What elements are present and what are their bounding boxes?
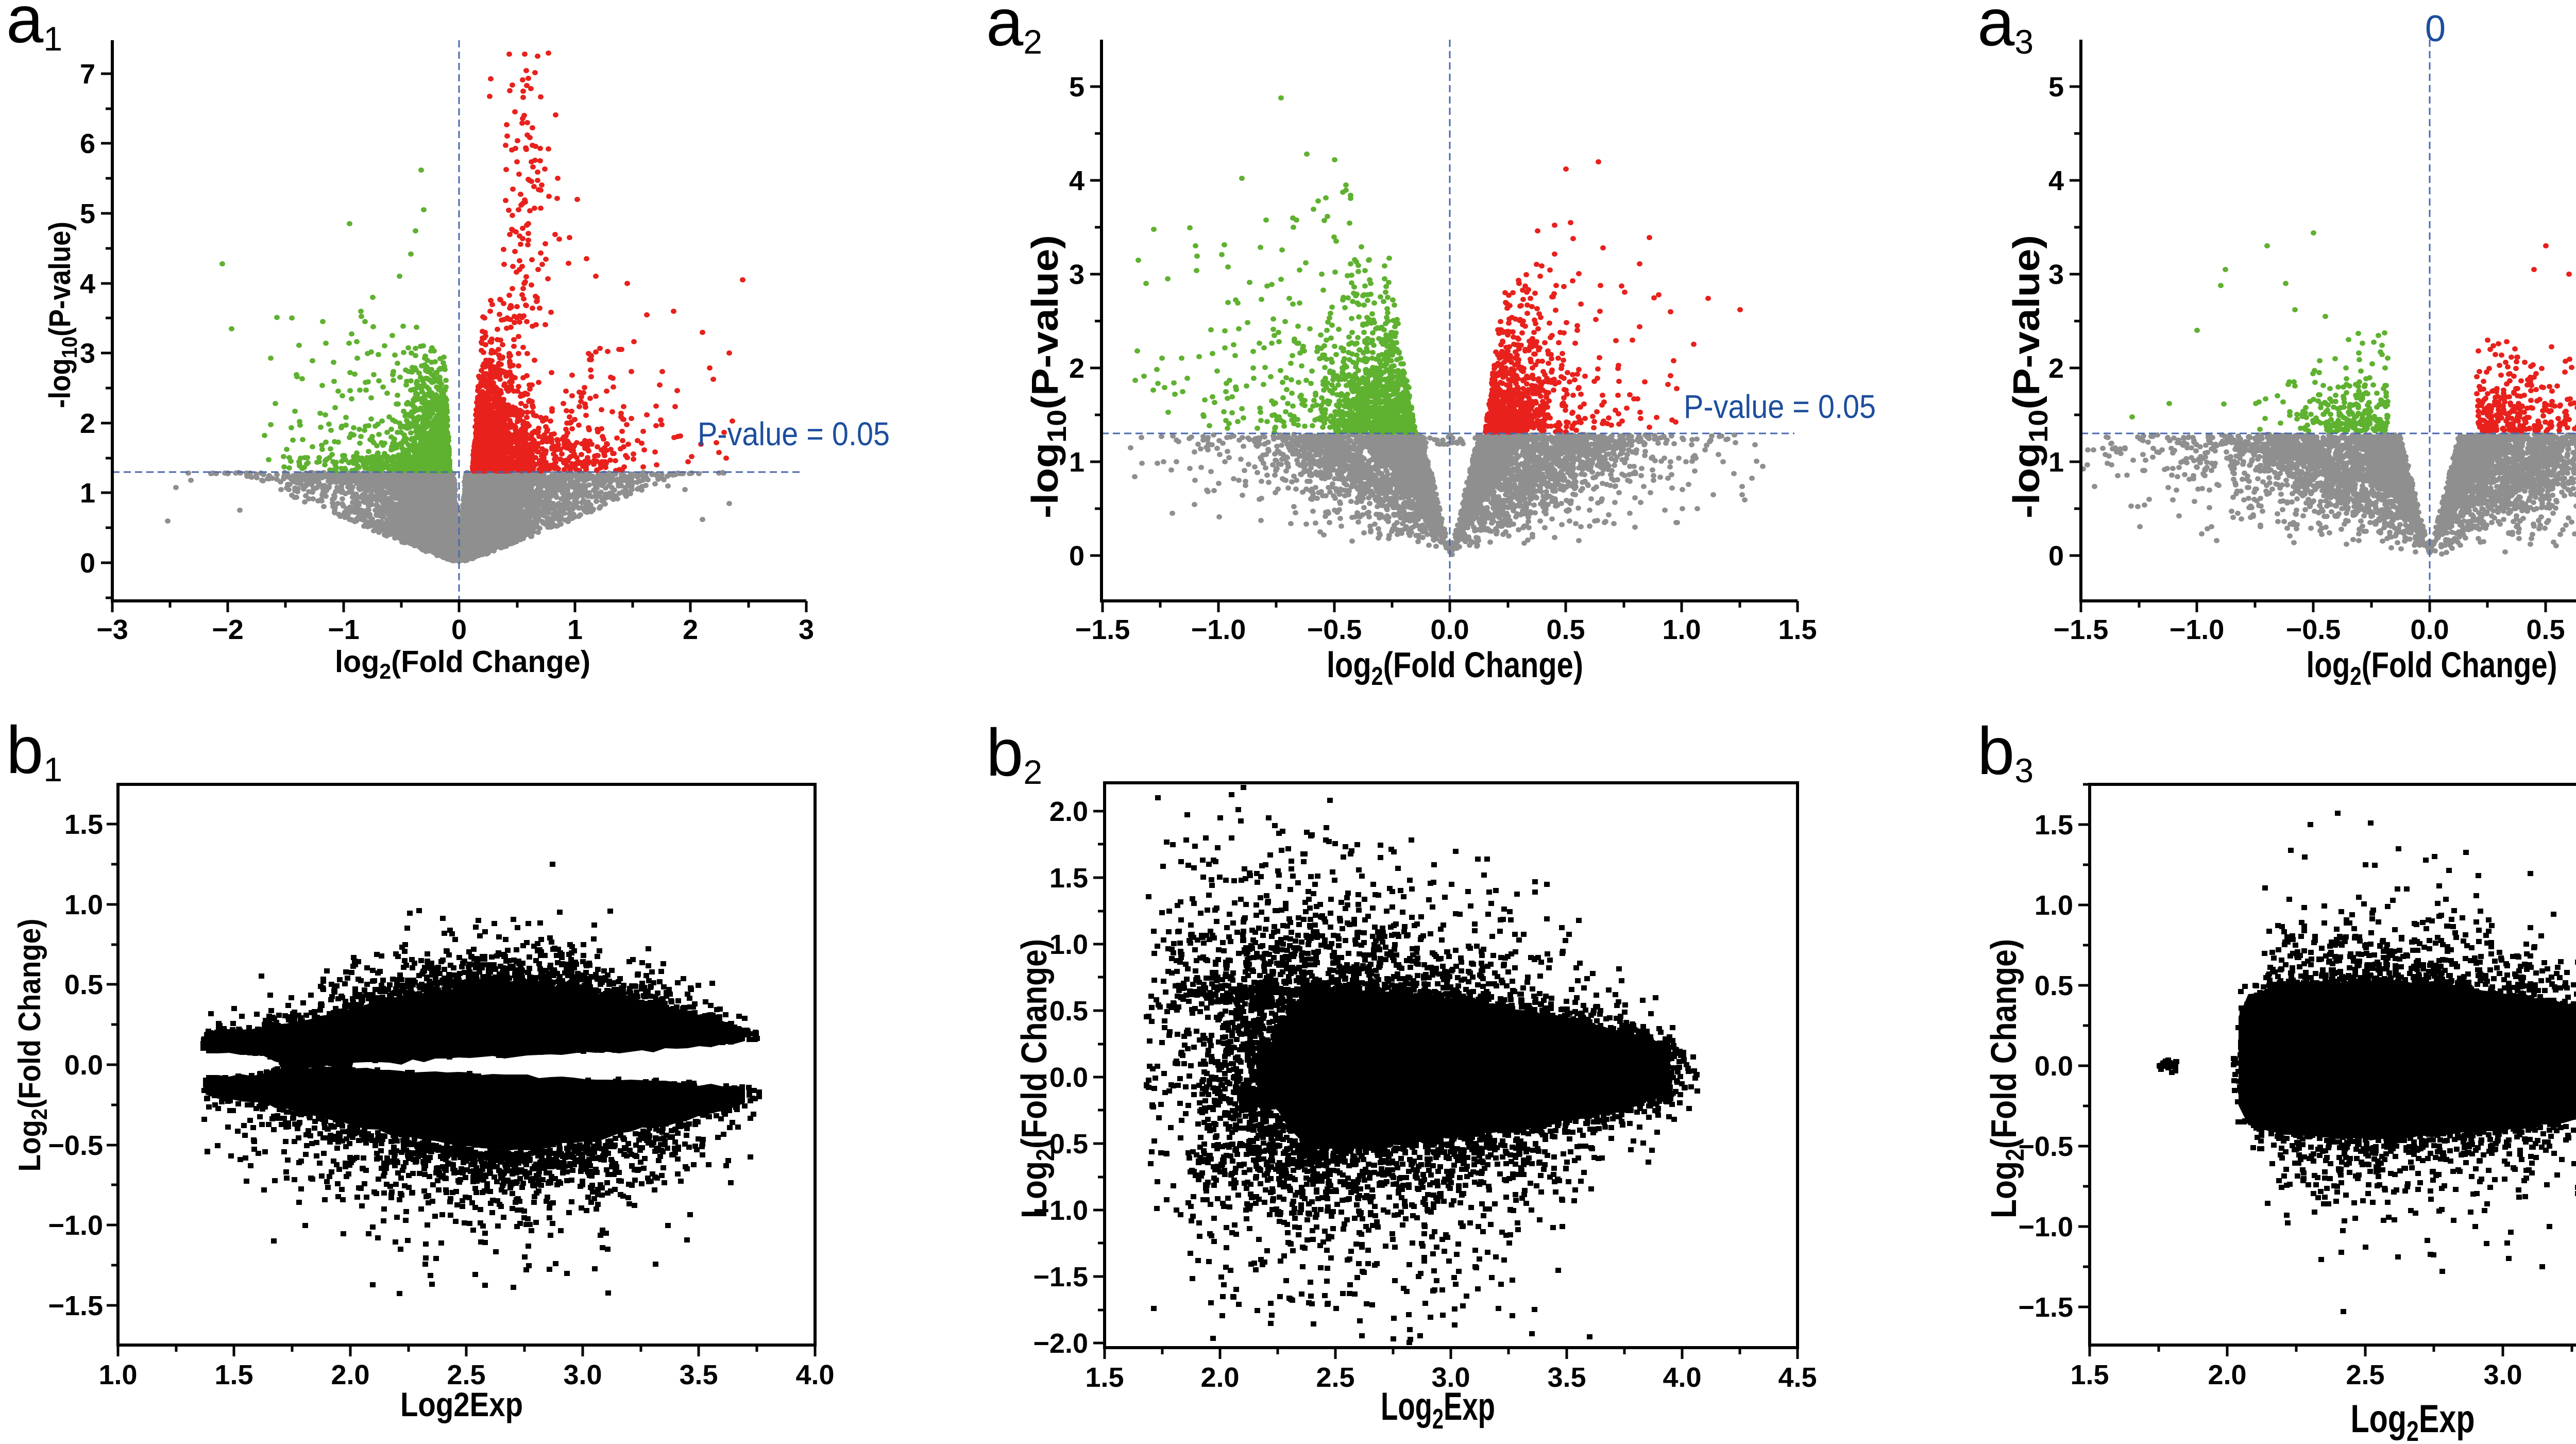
svg-text:4.0: 4.0 bbox=[1663, 1362, 1701, 1393]
svg-text:0: 0 bbox=[451, 614, 467, 645]
svg-text:3.0: 3.0 bbox=[1431, 1362, 1470, 1393]
svg-text:2.0: 2.0 bbox=[331, 1359, 369, 1390]
svg-text:−1.5: −1.5 bbox=[2018, 1292, 2073, 1323]
svg-text:0.0: 0.0 bbox=[2410, 614, 2449, 645]
svg-text:1.5: 1.5 bbox=[2035, 810, 2073, 841]
svg-text:3: 3 bbox=[80, 338, 95, 369]
svg-text:2.5: 2.5 bbox=[2346, 1359, 2384, 1390]
svg-text:1.0: 1.0 bbox=[1662, 614, 1701, 645]
svg-text:1.0: 1.0 bbox=[2035, 890, 2073, 921]
svg-text:0.5: 0.5 bbox=[1049, 996, 1088, 1027]
svg-text:−1.5: −1.5 bbox=[2054, 614, 2109, 645]
svg-text:0.5: 0.5 bbox=[64, 969, 103, 1000]
svg-text:3: 3 bbox=[2048, 259, 2064, 290]
svg-text:5: 5 bbox=[1069, 72, 1084, 103]
svg-text:6: 6 bbox=[80, 128, 95, 159]
svg-text:0: 0 bbox=[80, 548, 95, 579]
svg-text:1: 1 bbox=[2048, 447, 2064, 478]
svg-text:0.0: 0.0 bbox=[64, 1050, 103, 1081]
svg-text:−0.5: −0.5 bbox=[1033, 1129, 1088, 1160]
svg-text:log2(Fold Change): log2(Fold Change) bbox=[335, 645, 590, 683]
svg-text:1.5: 1.5 bbox=[214, 1359, 253, 1390]
svg-text:Log2(Fold Change): Log2(Fold Change) bbox=[1014, 939, 1060, 1218]
svg-text:-log10(P-value): -log10(P-value) bbox=[2006, 235, 2054, 518]
svg-text:2.5: 2.5 bbox=[1316, 1362, 1354, 1393]
svg-text:3.0: 3.0 bbox=[2483, 1359, 2522, 1390]
svg-text:1.5: 1.5 bbox=[2070, 1359, 2109, 1390]
svg-text:1.0: 1.0 bbox=[1049, 929, 1088, 960]
svg-text:−1.0: −1.0 bbox=[2170, 614, 2225, 645]
svg-text:0.5: 0.5 bbox=[2526, 614, 2565, 645]
svg-text:4.0: 4.0 bbox=[795, 1359, 834, 1390]
svg-text:1.5: 1.5 bbox=[1049, 863, 1088, 894]
svg-text:2.0: 2.0 bbox=[1200, 1362, 1239, 1393]
svg-text:a3: a3 bbox=[1977, 0, 2033, 61]
svg-text:−1.5: −1.5 bbox=[48, 1290, 103, 1321]
svg-text:Log2Exp: Log2Exp bbox=[400, 1385, 523, 1423]
svg-text:0: 0 bbox=[2048, 541, 2064, 572]
svg-text:1: 1 bbox=[567, 614, 583, 645]
svg-text:-log10(P-value): -log10(P-value) bbox=[43, 222, 81, 408]
svg-text:−1.0: −1.0 bbox=[1191, 614, 1246, 645]
svg-text:−0.5: −0.5 bbox=[1307, 614, 1362, 645]
svg-text:1: 1 bbox=[80, 478, 95, 509]
svg-text:−1.0: −1.0 bbox=[2018, 1212, 2073, 1242]
svg-text:−1.5: −1.5 bbox=[1033, 1262, 1088, 1292]
svg-text:−1.5: −1.5 bbox=[1075, 614, 1130, 645]
svg-text:4: 4 bbox=[2048, 165, 2064, 196]
svg-text:−1: −1 bbox=[328, 614, 360, 645]
svg-text:4.5: 4.5 bbox=[1778, 1362, 1817, 1393]
svg-text:2: 2 bbox=[683, 614, 698, 645]
svg-text:1.0: 1.0 bbox=[98, 1359, 137, 1390]
svg-text:−1.0: −1.0 bbox=[1033, 1195, 1088, 1226]
svg-text:log2(Fold Change): log2(Fold Change) bbox=[2307, 645, 2557, 691]
svg-text:2: 2 bbox=[1069, 353, 1084, 384]
svg-text:1: 1 bbox=[1069, 447, 1084, 478]
svg-text:Log2(Fold Change): Log2(Fold Change) bbox=[1984, 939, 2029, 1218]
svg-text:2.5: 2.5 bbox=[447, 1359, 485, 1390]
svg-text:4: 4 bbox=[1069, 165, 1084, 196]
svg-text:2: 2 bbox=[2048, 353, 2064, 384]
svg-text:0.0: 0.0 bbox=[1049, 1062, 1088, 1093]
svg-text:4: 4 bbox=[80, 268, 95, 299]
svg-text:−1.0: −1.0 bbox=[48, 1210, 103, 1241]
svg-text:2.0: 2.0 bbox=[2208, 1359, 2246, 1390]
svg-text:7: 7 bbox=[80, 59, 95, 90]
svg-text:−0.5: −0.5 bbox=[2286, 614, 2341, 645]
svg-text:3: 3 bbox=[799, 614, 814, 645]
svg-text:1.5: 1.5 bbox=[1085, 1362, 1124, 1393]
svg-text:−3: −3 bbox=[96, 614, 128, 645]
svg-text:1.5: 1.5 bbox=[64, 809, 103, 840]
svg-text:Log2(Fold Change): Log2(Fold Change) bbox=[12, 919, 52, 1172]
svg-text:3: 3 bbox=[1069, 259, 1084, 290]
svg-text:0: 0 bbox=[1069, 541, 1084, 572]
svg-text:1.5: 1.5 bbox=[1778, 614, 1817, 645]
svg-text:-log10(P-value): -log10(P-value) bbox=[1025, 235, 1072, 518]
svg-text:0: 0 bbox=[2425, 8, 2446, 49]
svg-text:3.5: 3.5 bbox=[679, 1359, 718, 1390]
svg-text:−0.5: −0.5 bbox=[2018, 1131, 2073, 1162]
svg-text:0.5: 0.5 bbox=[1546, 614, 1585, 645]
svg-text:3.5: 3.5 bbox=[1547, 1362, 1586, 1393]
svg-text:2.0: 2.0 bbox=[1049, 796, 1088, 827]
svg-text:−0.5: −0.5 bbox=[48, 1130, 103, 1161]
svg-text:1.0: 1.0 bbox=[64, 889, 103, 920]
svg-text:0.5: 0.5 bbox=[2035, 970, 2073, 1001]
svg-text:0.0: 0.0 bbox=[1430, 614, 1469, 645]
svg-text:2: 2 bbox=[80, 408, 95, 439]
svg-text:5: 5 bbox=[2048, 72, 2064, 103]
svg-text:P-value = 0.05: P-value = 0.05 bbox=[1684, 388, 1876, 425]
svg-text:0.0: 0.0 bbox=[2035, 1051, 2073, 1082]
svg-text:3.0: 3.0 bbox=[563, 1359, 602, 1390]
svg-text:log2(Fold Change): log2(Fold Change) bbox=[1327, 645, 1583, 691]
svg-text:5: 5 bbox=[80, 198, 95, 229]
svg-text:−2: −2 bbox=[212, 614, 244, 645]
svg-text:−2.0: −2.0 bbox=[1033, 1328, 1088, 1359]
svg-text:P-value = 0.05: P-value = 0.05 bbox=[698, 415, 890, 452]
